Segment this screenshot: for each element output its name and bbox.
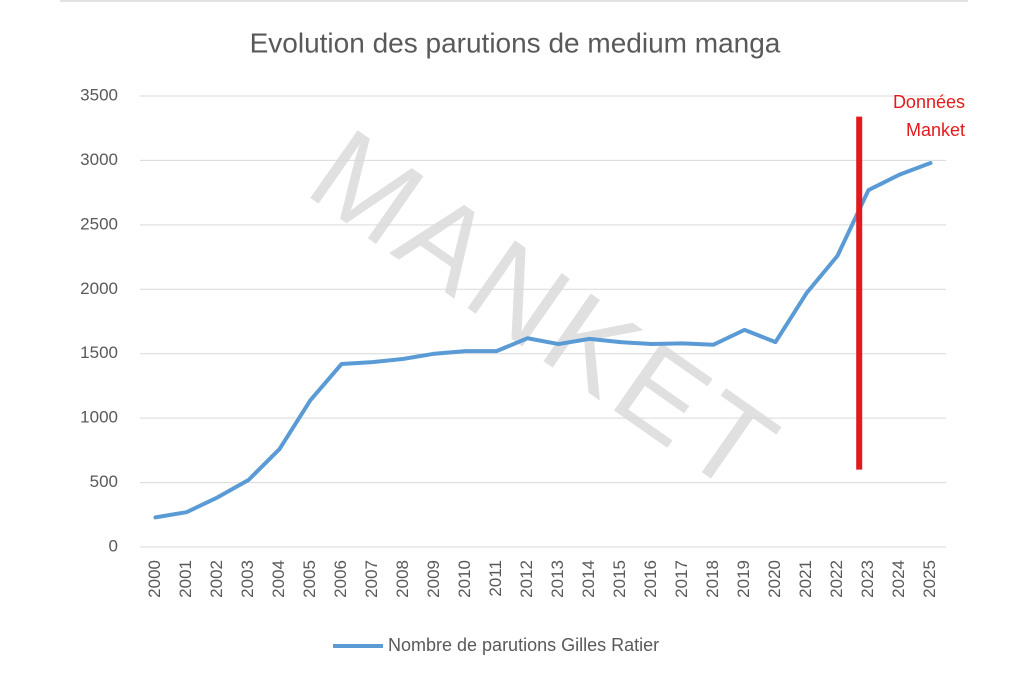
x-tick-label: 2000 [145,560,164,598]
x-tick-label: 2010 [455,560,474,598]
x-tick-label: 2014 [579,560,598,598]
x-tick-label: 2002 [207,560,226,598]
x-tick-label: 2020 [765,560,784,598]
watermark: MANKET [287,104,803,521]
x-tick-label: 2023 [858,560,877,598]
annotation-text: Données [893,92,965,112]
x-tick-label: 2004 [269,560,288,598]
x-tick-label: 2019 [734,560,753,598]
data-line [153,161,933,520]
x-tick-label: 2012 [517,560,536,598]
x-tick-label: 2015 [610,560,629,598]
x-tick-label: 2005 [300,560,319,598]
x-tick-label: 2021 [796,560,815,598]
x-tick-label: 2007 [362,560,381,598]
y-tick-label: 0 [109,536,118,555]
y-tick-label: 500 [90,472,118,491]
x-tick-label: 2001 [176,560,195,598]
y-tick-label: 3000 [80,150,118,169]
x-tick-label: 2018 [703,560,722,598]
x-tick-label: 2024 [889,560,908,598]
x-tick-label: 2009 [424,560,443,598]
x-tick-label: 2003 [238,560,257,598]
legend-label: Nombre de parutions Gilles Ratier [388,635,659,655]
x-tick-label: 2011 [486,560,505,597]
x-tick-label: 2017 [672,560,691,598]
x-tick-label: 2025 [920,560,939,598]
y-tick-label: 2500 [80,214,118,233]
y-tick-label: 1500 [80,343,118,362]
x-tick-label: 2022 [827,560,846,598]
x-tick-label: 2008 [393,560,412,598]
y-tick-label: 3500 [80,85,118,104]
annotation-text: Manket [906,120,965,140]
chart-title: Evolution des parutions de medium manga [250,27,781,58]
x-tick-label: 2013 [548,560,567,598]
x-tick-label: 2016 [641,560,660,598]
y-tick-label: 1000 [80,408,118,427]
y-tick-label: 2000 [80,279,118,298]
x-tick-label: 2006 [331,560,350,598]
